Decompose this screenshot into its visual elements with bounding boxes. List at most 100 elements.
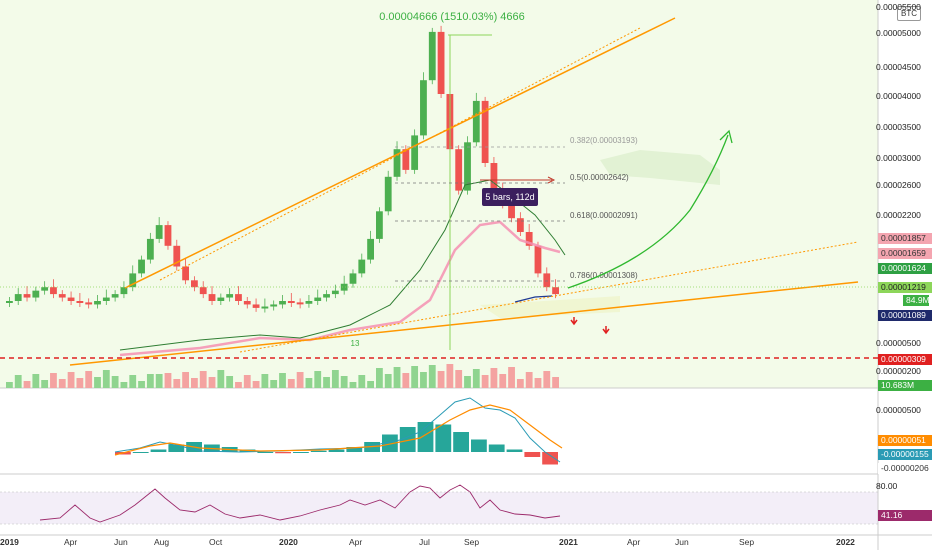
volume-bar	[420, 372, 427, 388]
time-axis[interactable]: 2019 Apr Jun Aug Oct 2020 Apr Jul Sep 2021 Apr Jun S…	[0, 536, 878, 550]
candle	[270, 304, 278, 307]
projection-arrowhead	[719, 129, 733, 144]
range-box	[482, 188, 538, 206]
rsi-line	[39, 484, 561, 523]
candle	[552, 287, 559, 295]
price-tag: 0.00001219	[878, 282, 932, 293]
volume-bar	[446, 364, 454, 388]
volume-bar	[543, 371, 551, 388]
volume-tag: 10.683M	[878, 380, 932, 391]
upper-trendline	[124, 17, 676, 289]
candle	[76, 301, 84, 303]
macd-bar	[453, 432, 469, 452]
macd-signal-line	[114, 404, 563, 456]
candle	[455, 149, 463, 191]
candle	[358, 259, 366, 274]
candle	[182, 266, 189, 281]
ma-fast-line	[119, 179, 566, 351]
candle	[305, 301, 313, 304]
price-tick: 0.00000500	[876, 338, 921, 348]
volume-bar	[296, 372, 304, 388]
candle	[490, 163, 498, 191]
volume-bar	[76, 378, 84, 388]
volume-bar	[279, 373, 286, 388]
price-tick: 0.00000200	[876, 366, 921, 376]
volume-bar	[534, 378, 542, 388]
time-tick: Apr	[349, 537, 363, 547]
candle	[428, 31, 436, 81]
price-tag: 0.00001624	[878, 263, 932, 274]
time-tick: Apr	[64, 537, 78, 547]
macd-line	[114, 397, 561, 463]
price-tag: 0.00001089	[878, 310, 932, 321]
time-tick: 2022	[836, 537, 855, 547]
price-tick: 0.00004500	[876, 62, 921, 72]
time-tick: Aug	[154, 537, 170, 547]
volume-bar	[217, 370, 225, 388]
macd-bar	[150, 449, 167, 452]
volume-bar	[358, 375, 366, 388]
volume-bar	[314, 371, 322, 388]
volume-bar	[85, 371, 93, 388]
volume-bar	[516, 379, 524, 388]
lower-trendline	[69, 281, 859, 366]
volume-bar	[455, 370, 463, 388]
volume-bar	[102, 370, 110, 388]
volume-bar	[384, 374, 392, 388]
volume-bar	[41, 380, 49, 388]
volume-bar	[199, 371, 207, 388]
candle	[243, 301, 251, 305]
ichimoku-cloud-lower	[480, 296, 620, 318]
candle	[226, 294, 234, 298]
support-tag: 0.00000309	[878, 354, 932, 365]
macd-bar	[524, 452, 541, 457]
price-tick: 0.00004000	[876, 91, 921, 101]
volume-bar	[490, 368, 498, 388]
price-tick: 0.00005500	[876, 2, 921, 12]
candle	[279, 301, 286, 305]
volume-bar	[14, 375, 22, 388]
time-tick: Apr	[627, 537, 641, 547]
volume-bar	[331, 370, 339, 388]
volume-bar	[552, 377, 559, 388]
volume-bar	[120, 382, 128, 388]
volume-bar	[428, 365, 436, 388]
ichimoku-cloud	[600, 150, 720, 185]
macd-bar	[382, 434, 398, 452]
volume-bar	[376, 368, 383, 388]
macd-bar	[310, 450, 327, 452]
volume-bar	[146, 374, 154, 388]
volume-bars	[6, 364, 559, 388]
fib-500-label: 0.5(0.00002642)	[570, 173, 629, 182]
volume-bar	[208, 377, 216, 388]
candle	[323, 294, 330, 298]
volume-bar	[182, 372, 189, 388]
macd-bar	[488, 444, 505, 452]
volume-bar	[235, 382, 242, 388]
time-tick: Jun	[114, 537, 128, 547]
price-tick: 0.00003000	[876, 153, 921, 163]
volume-bar	[340, 376, 348, 388]
candle	[138, 259, 145, 274]
candle	[525, 232, 533, 246]
volume-bar	[464, 376, 471, 388]
range-arrowhead	[547, 176, 556, 184]
candle	[340, 283, 348, 291]
volume-bar	[499, 374, 507, 388]
volume-bar	[94, 377, 101, 388]
macd-bar	[328, 449, 345, 452]
volume-bar	[393, 367, 401, 388]
candle	[164, 225, 172, 246]
candle	[85, 302, 93, 305]
macd-bar	[168, 444, 185, 452]
volume-bar	[525, 372, 533, 388]
macd-bar	[399, 427, 416, 452]
macd-hist-tag: -0.00000206	[878, 463, 932, 474]
volume-bar	[287, 379, 295, 388]
volume-bar	[367, 381, 374, 388]
volume-bar	[138, 381, 145, 388]
volume-tag: 84.9M	[903, 295, 930, 306]
time-tick: 2020	[279, 537, 298, 547]
fib-382-label: 0.382(0.00003193)	[570, 136, 638, 145]
